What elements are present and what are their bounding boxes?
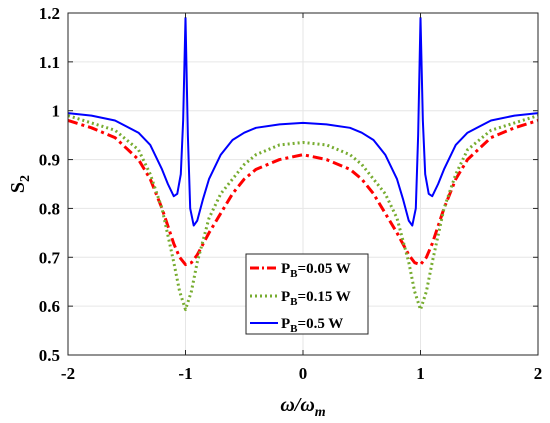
y-tick-label: 0.7 [39,248,61,267]
y-tick-label: 1 [52,102,61,121]
tick-labels: -2 -1 0 1 2 0.5 0.6 0.7 0.8 0.9 1 1.1 1.2 [39,4,543,383]
x-tick-label: 0 [299,364,308,383]
y-tick-label: 1.2 [39,4,60,23]
series-line-0 [67,119,539,267]
x-axis-title: ω/ωm [280,394,325,420]
legend-label-0: PB=0.05 W [281,261,351,280]
legend-label-2: PB=0.5 W [281,316,343,335]
legend-box [245,253,369,335]
x-tick-label: -2 [61,364,75,383]
y-axis-title: S2 [7,175,33,193]
legend-label-1: PB=0.15 W [281,289,351,308]
series-line-2 [67,16,539,227]
y-tick-label: 0.5 [39,346,60,365]
y-tick-label: 0.6 [39,297,60,316]
series-lines [67,16,539,312]
x-tick-label: -1 [178,364,192,383]
x-tick-label: 1 [416,364,425,383]
y-tick-label: 0.8 [39,199,60,218]
x-tick-label: 2 [534,364,543,383]
series-line-1 [67,114,539,312]
y-tick-label: 0.9 [39,151,60,170]
y-tick-label: 1.1 [39,53,60,72]
legend: PB=0.05 W PB=0.15 W PB=0.5 W [245,253,369,335]
axis-ticks [67,12,539,356]
